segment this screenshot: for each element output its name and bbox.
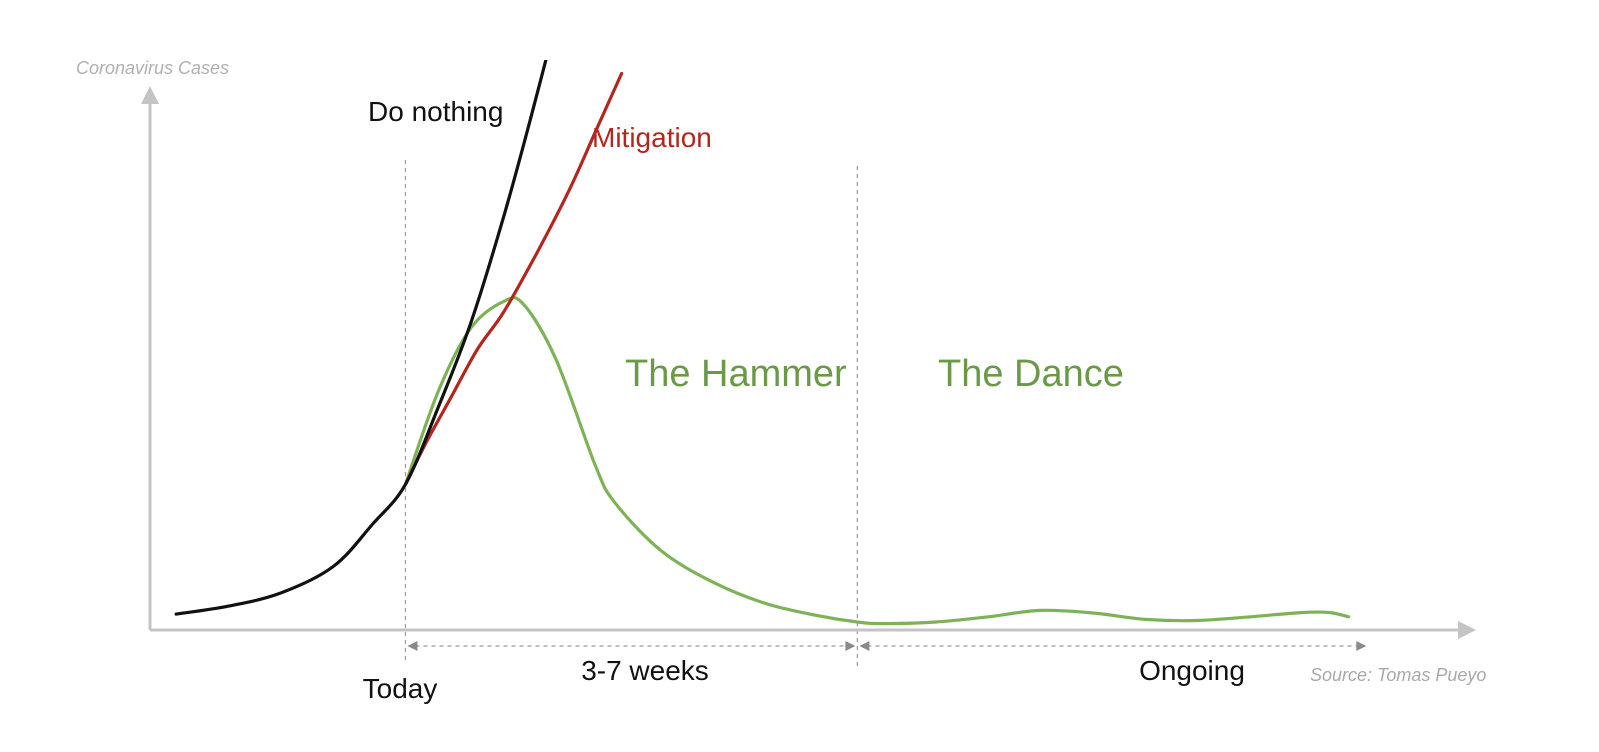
series-line-mitigation	[403, 71, 624, 486]
series-line-do-nothing	[174, 60, 548, 616]
x-markers	[404, 160, 859, 666]
x-axis-arrowhead	[1458, 621, 1476, 639]
axes	[141, 86, 1476, 639]
span-arrow-left-0	[407, 641, 418, 651]
span-arrow-left-1	[859, 641, 870, 651]
span-arrow-right-1	[1356, 641, 1367, 651]
series-label-mitigation: Mitigation	[592, 122, 712, 153]
phase-label-hammer: The Hammer	[625, 353, 847, 395]
span-arrow-right-0	[845, 641, 856, 651]
series-line-hammer-dance	[403, 295, 1351, 626]
spans	[407, 641, 1367, 651]
span-label-ongoing: Ongoing	[1139, 655, 1245, 686]
series-label-do-nothing: Do nothing	[368, 96, 503, 127]
series-lines	[174, 60, 1351, 626]
y-axis-title: Coronavirus Cases	[76, 58, 229, 78]
phase-label-dance: The Dance	[938, 353, 1124, 395]
source-note: Source: Tomas Pueyo	[1310, 665, 1486, 685]
y-axis-arrowhead	[141, 86, 159, 104]
marker-label-today: Today	[363, 673, 438, 704]
span-label-3-7-weeks: 3-7 weeks	[581, 655, 709, 686]
